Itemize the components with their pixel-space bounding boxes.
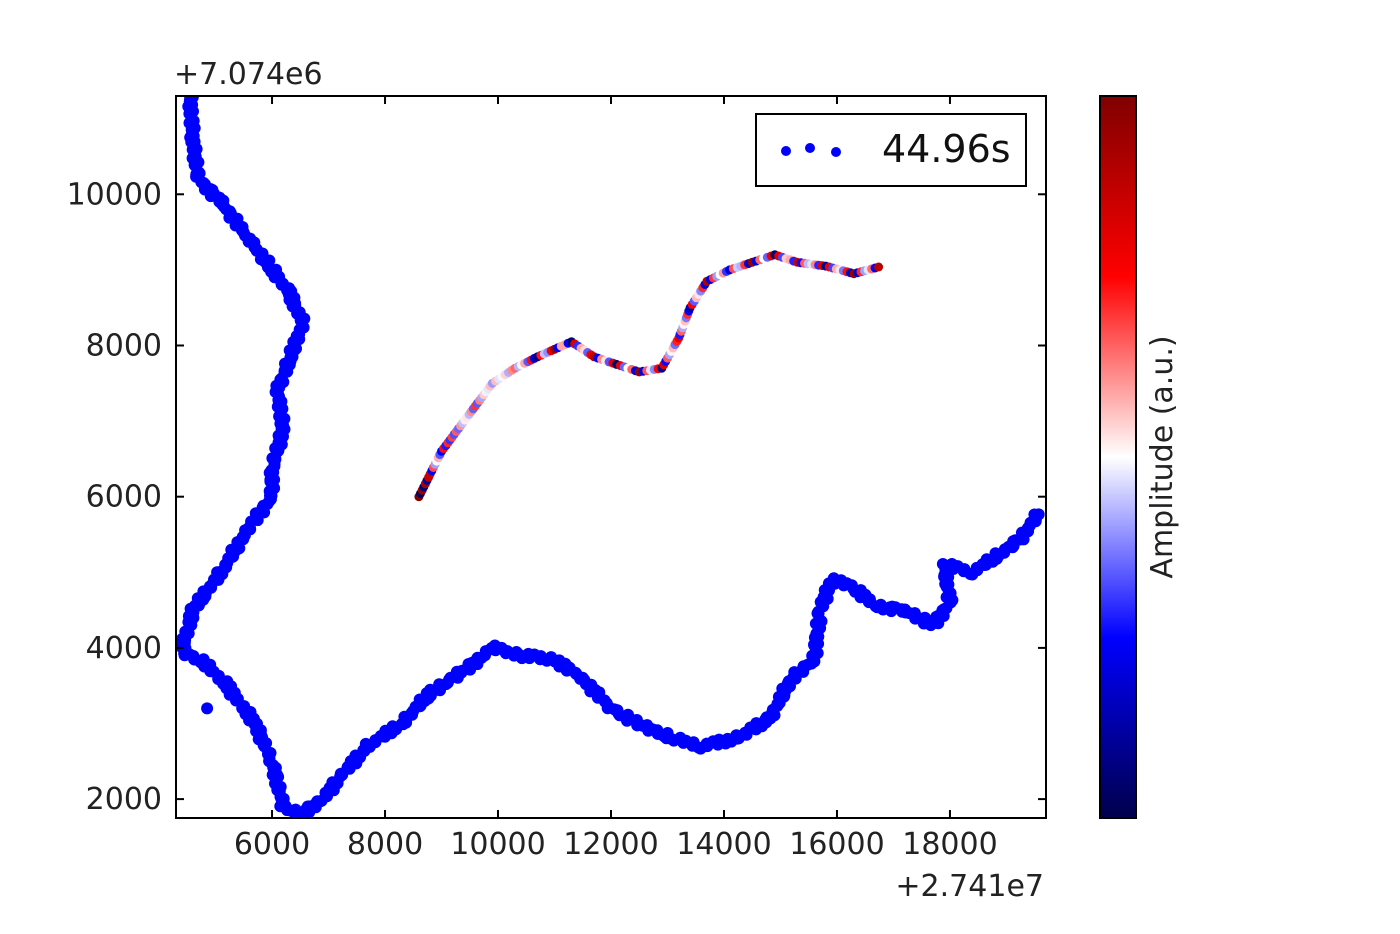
legend-marker [831,147,841,157]
x-offset-label: +2.741e7 [895,869,1044,904]
blue-series-point [740,728,753,741]
legend-box [755,113,1027,187]
x-tick-label: 18000 [902,827,997,862]
y-tick-label: 6000 [86,480,162,515]
x-tick-label: 10000 [450,827,545,862]
y-axis-ticks: 2000 4000 6000 8000 10000 [67,177,1046,817]
amplitude-series-point [874,262,884,272]
x-tick-label: 8000 [347,827,423,862]
blue-series-point [1032,508,1045,521]
y-tick-label: 4000 [86,631,162,666]
legend-marker [805,143,815,153]
colorbar-label: Amplitude (a.u.) [1145,335,1180,578]
x-tick-label: 16000 [789,827,884,862]
x-tick-label: 14000 [676,827,771,862]
x-tick-label: 6000 [234,827,310,862]
colorbar-gradient [1099,95,1137,819]
x-tick-label: 12000 [563,827,658,862]
legend: 44.96s [755,113,1027,187]
y-tick-label: 8000 [86,328,162,363]
blue-series-point [201,702,214,715]
legend-marker [781,146,791,156]
y-tick-label: 2000 [86,782,162,817]
colorbar: Amplitude (a.u.) [1099,95,1180,819]
legend-label: 44.96s [882,127,1011,171]
x-axis-ticks: 6000 8000 10000 12000 14000 16000 18000 [234,96,998,862]
y-offset-label: +7.074e6 [174,57,323,92]
y-tick-label: 10000 [67,177,162,212]
plot-background [176,96,1046,818]
data-points [176,96,1045,818]
